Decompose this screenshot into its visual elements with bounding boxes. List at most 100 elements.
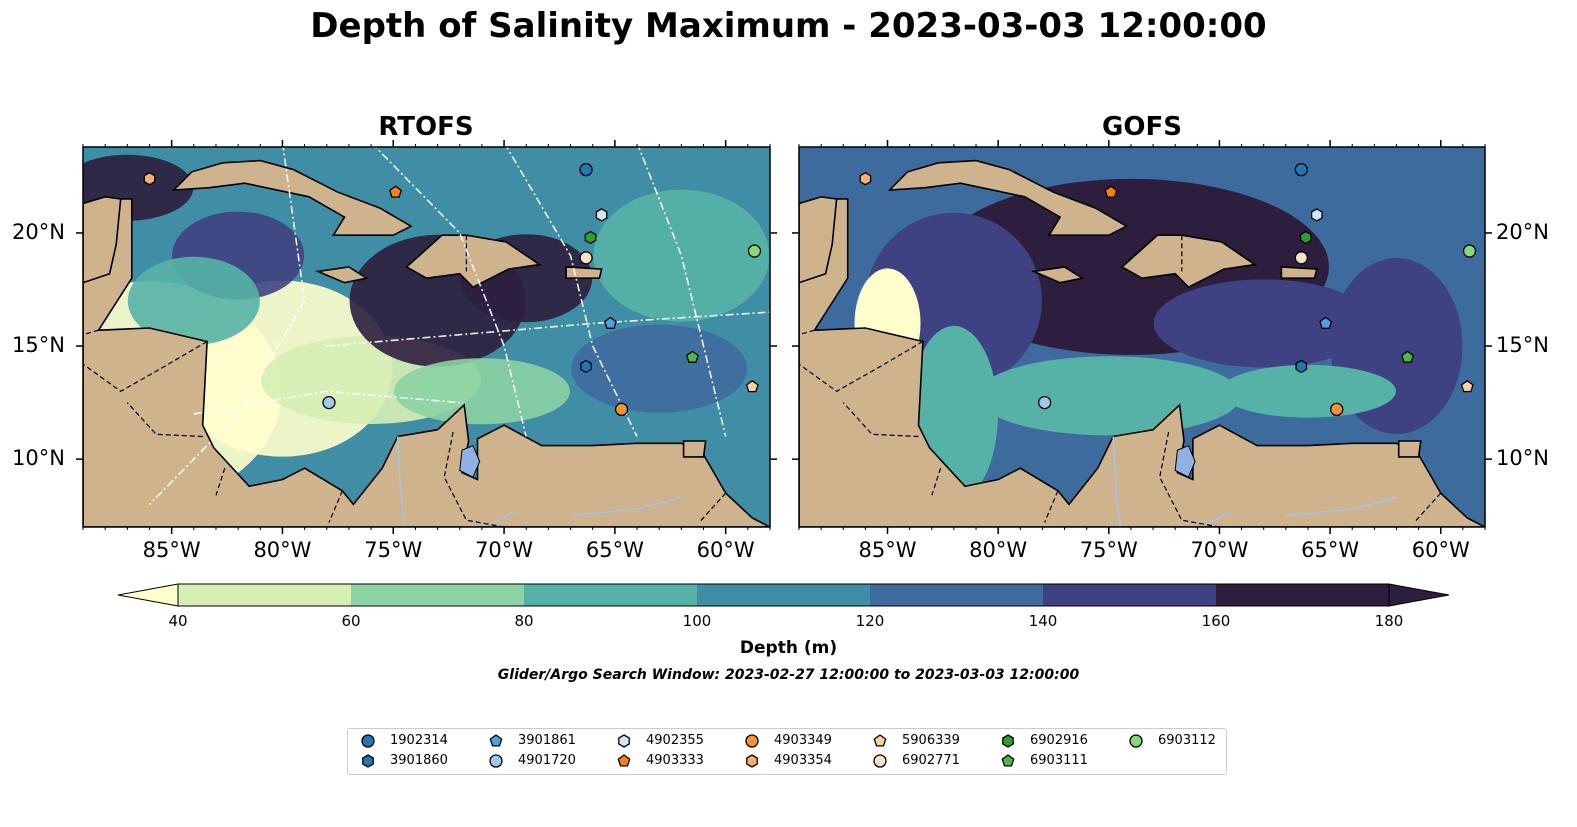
legend-marker-hexagon: [362, 754, 374, 768]
land-cuba: [171, 159, 413, 236]
river: [396, 436, 406, 527]
float-marker-4903349: [1330, 402, 1344, 417]
border-line: [83, 329, 99, 336]
land-trinidad: [1397, 440, 1422, 458]
colorbar-tick-label: 160: [1201, 612, 1231, 630]
legend: 1902314 3901860 3901861 4901720 4902355 49033…: [347, 728, 1227, 775]
legend-marker-shape: [362, 754, 374, 768]
border-line: [799, 340, 924, 393]
land-puertorico: [1280, 266, 1318, 279]
float-marker-6903111: [1401, 350, 1415, 363]
land-hispaniola: [405, 234, 542, 289]
colorbar-tick-label: 180: [1374, 612, 1404, 630]
float-marker-6902916: [584, 230, 597, 245]
legend-label: 4903349: [774, 733, 832, 748]
track-line: [505, 147, 638, 437]
land-cuba: [887, 159, 1129, 236]
land-hispaniola: [1120, 234, 1258, 289]
float-marker-6902916: [1299, 230, 1312, 245]
float-marker-3901861: [1319, 316, 1333, 329]
legend-marker-shape: [617, 754, 631, 767]
colorbar-frame: [177, 583, 1390, 607]
x-tick-label: 85°W: [858, 538, 917, 562]
float-marker-1902314: [1294, 162, 1308, 177]
float-marker-6902771: [579, 251, 593, 265]
colorbar-segment: [1043, 584, 1217, 606]
float-marker-3901860: [1295, 359, 1308, 374]
map-panels: [76, 140, 1492, 534]
float-marker-4903354: [143, 171, 156, 186]
colorbar-extend-low: [117, 583, 179, 607]
float-marker-4902355: [1310, 208, 1323, 222]
float-marker-4903333: [389, 185, 402, 198]
legend-label: 3901861: [518, 733, 576, 748]
colorbar-tick-label: 100: [682, 612, 712, 630]
legend-marker-shape: [746, 754, 758, 768]
rtofs-map-area: [83, 147, 770, 527]
map-frame: [798, 146, 1486, 528]
colorbar-segment: [178, 584, 352, 606]
float-marker-6903112: [747, 244, 762, 258]
legend-label: 6903112: [1158, 733, 1216, 748]
border-line: [799, 329, 815, 336]
land-jamaica: [314, 266, 369, 284]
border-line: [1159, 431, 1220, 527]
legend-marker-shape: [361, 734, 375, 748]
land-jamaica: [1030, 266, 1085, 284]
lake-maracaibo: [1174, 444, 1196, 478]
legend-marker-hexagon: [746, 754, 758, 768]
float-marker-6903111: [685, 350, 699, 363]
legend-marker-circle: [361, 734, 375, 748]
land-yucatan: [83, 195, 122, 284]
legend-label: 6903111: [1030, 753, 1088, 768]
panel-title-rtofs: RTOFS: [378, 112, 474, 142]
x-tick-label: 80°W: [253, 538, 312, 562]
track-line: [193, 390, 460, 415]
search-window-text: Glider/Argo Search Window: 2023-02-27 12…: [497, 667, 1080, 683]
legend-marker-pentagon: [489, 734, 503, 747]
x-tick-label: 85°W: [142, 538, 201, 562]
x-tick-label: 75°W: [364, 538, 423, 562]
colorbar-segment: [351, 584, 525, 606]
legend-marker-shape: [618, 734, 630, 748]
track-line: [326, 311, 770, 347]
legend-marker-hexagon: [1002, 734, 1014, 748]
colorbar-segment: [697, 584, 871, 606]
float-marker-4901720: [1037, 395, 1052, 410]
border-line: [931, 468, 942, 496]
land-puertorico: [565, 266, 603, 279]
float-marker-4902355: [595, 208, 608, 222]
legend-label: 3901860: [390, 753, 448, 768]
float-marker-4903354: [859, 171, 872, 186]
colorbar-segment: [524, 584, 698, 606]
track-line: [637, 147, 727, 437]
river: [1285, 496, 1397, 517]
legend-label: 4903333: [646, 753, 704, 768]
colorbar-segment: [870, 584, 1044, 606]
float-marker-4903349: [614, 402, 629, 417]
colorbar-tick-label: 120: [855, 612, 885, 630]
colorbar: [117, 583, 1450, 607]
gofs-map-area: [799, 147, 1485, 527]
track-line: [374, 147, 527, 437]
river: [570, 496, 682, 517]
float-marker-6902771: [1294, 251, 1308, 265]
track-line: [148, 147, 306, 505]
legend-marker-shape: [489, 754, 503, 768]
float-marker-3901861: [603, 316, 617, 329]
border-line: [83, 340, 208, 393]
x-tick-label: 65°W: [1301, 538, 1360, 562]
legend-label: 6902771: [902, 753, 960, 768]
legend-label: 4903354: [774, 753, 832, 768]
border-line: [842, 402, 919, 438]
y-tick-label-left: 20°N: [12, 219, 65, 244]
x-tick-label: 75°W: [1079, 538, 1138, 562]
land-trinidad: [682, 440, 707, 458]
colorbar-extend-high: [1388, 583, 1450, 607]
legend-label: 1902314: [390, 733, 448, 748]
x-tick-label: 60°W: [696, 538, 755, 562]
y-tick-label-left: 15°N: [12, 333, 65, 358]
legend-marker-shape: [1129, 734, 1143, 748]
border-line: [328, 490, 343, 523]
float-marker-4901720: [322, 395, 336, 410]
